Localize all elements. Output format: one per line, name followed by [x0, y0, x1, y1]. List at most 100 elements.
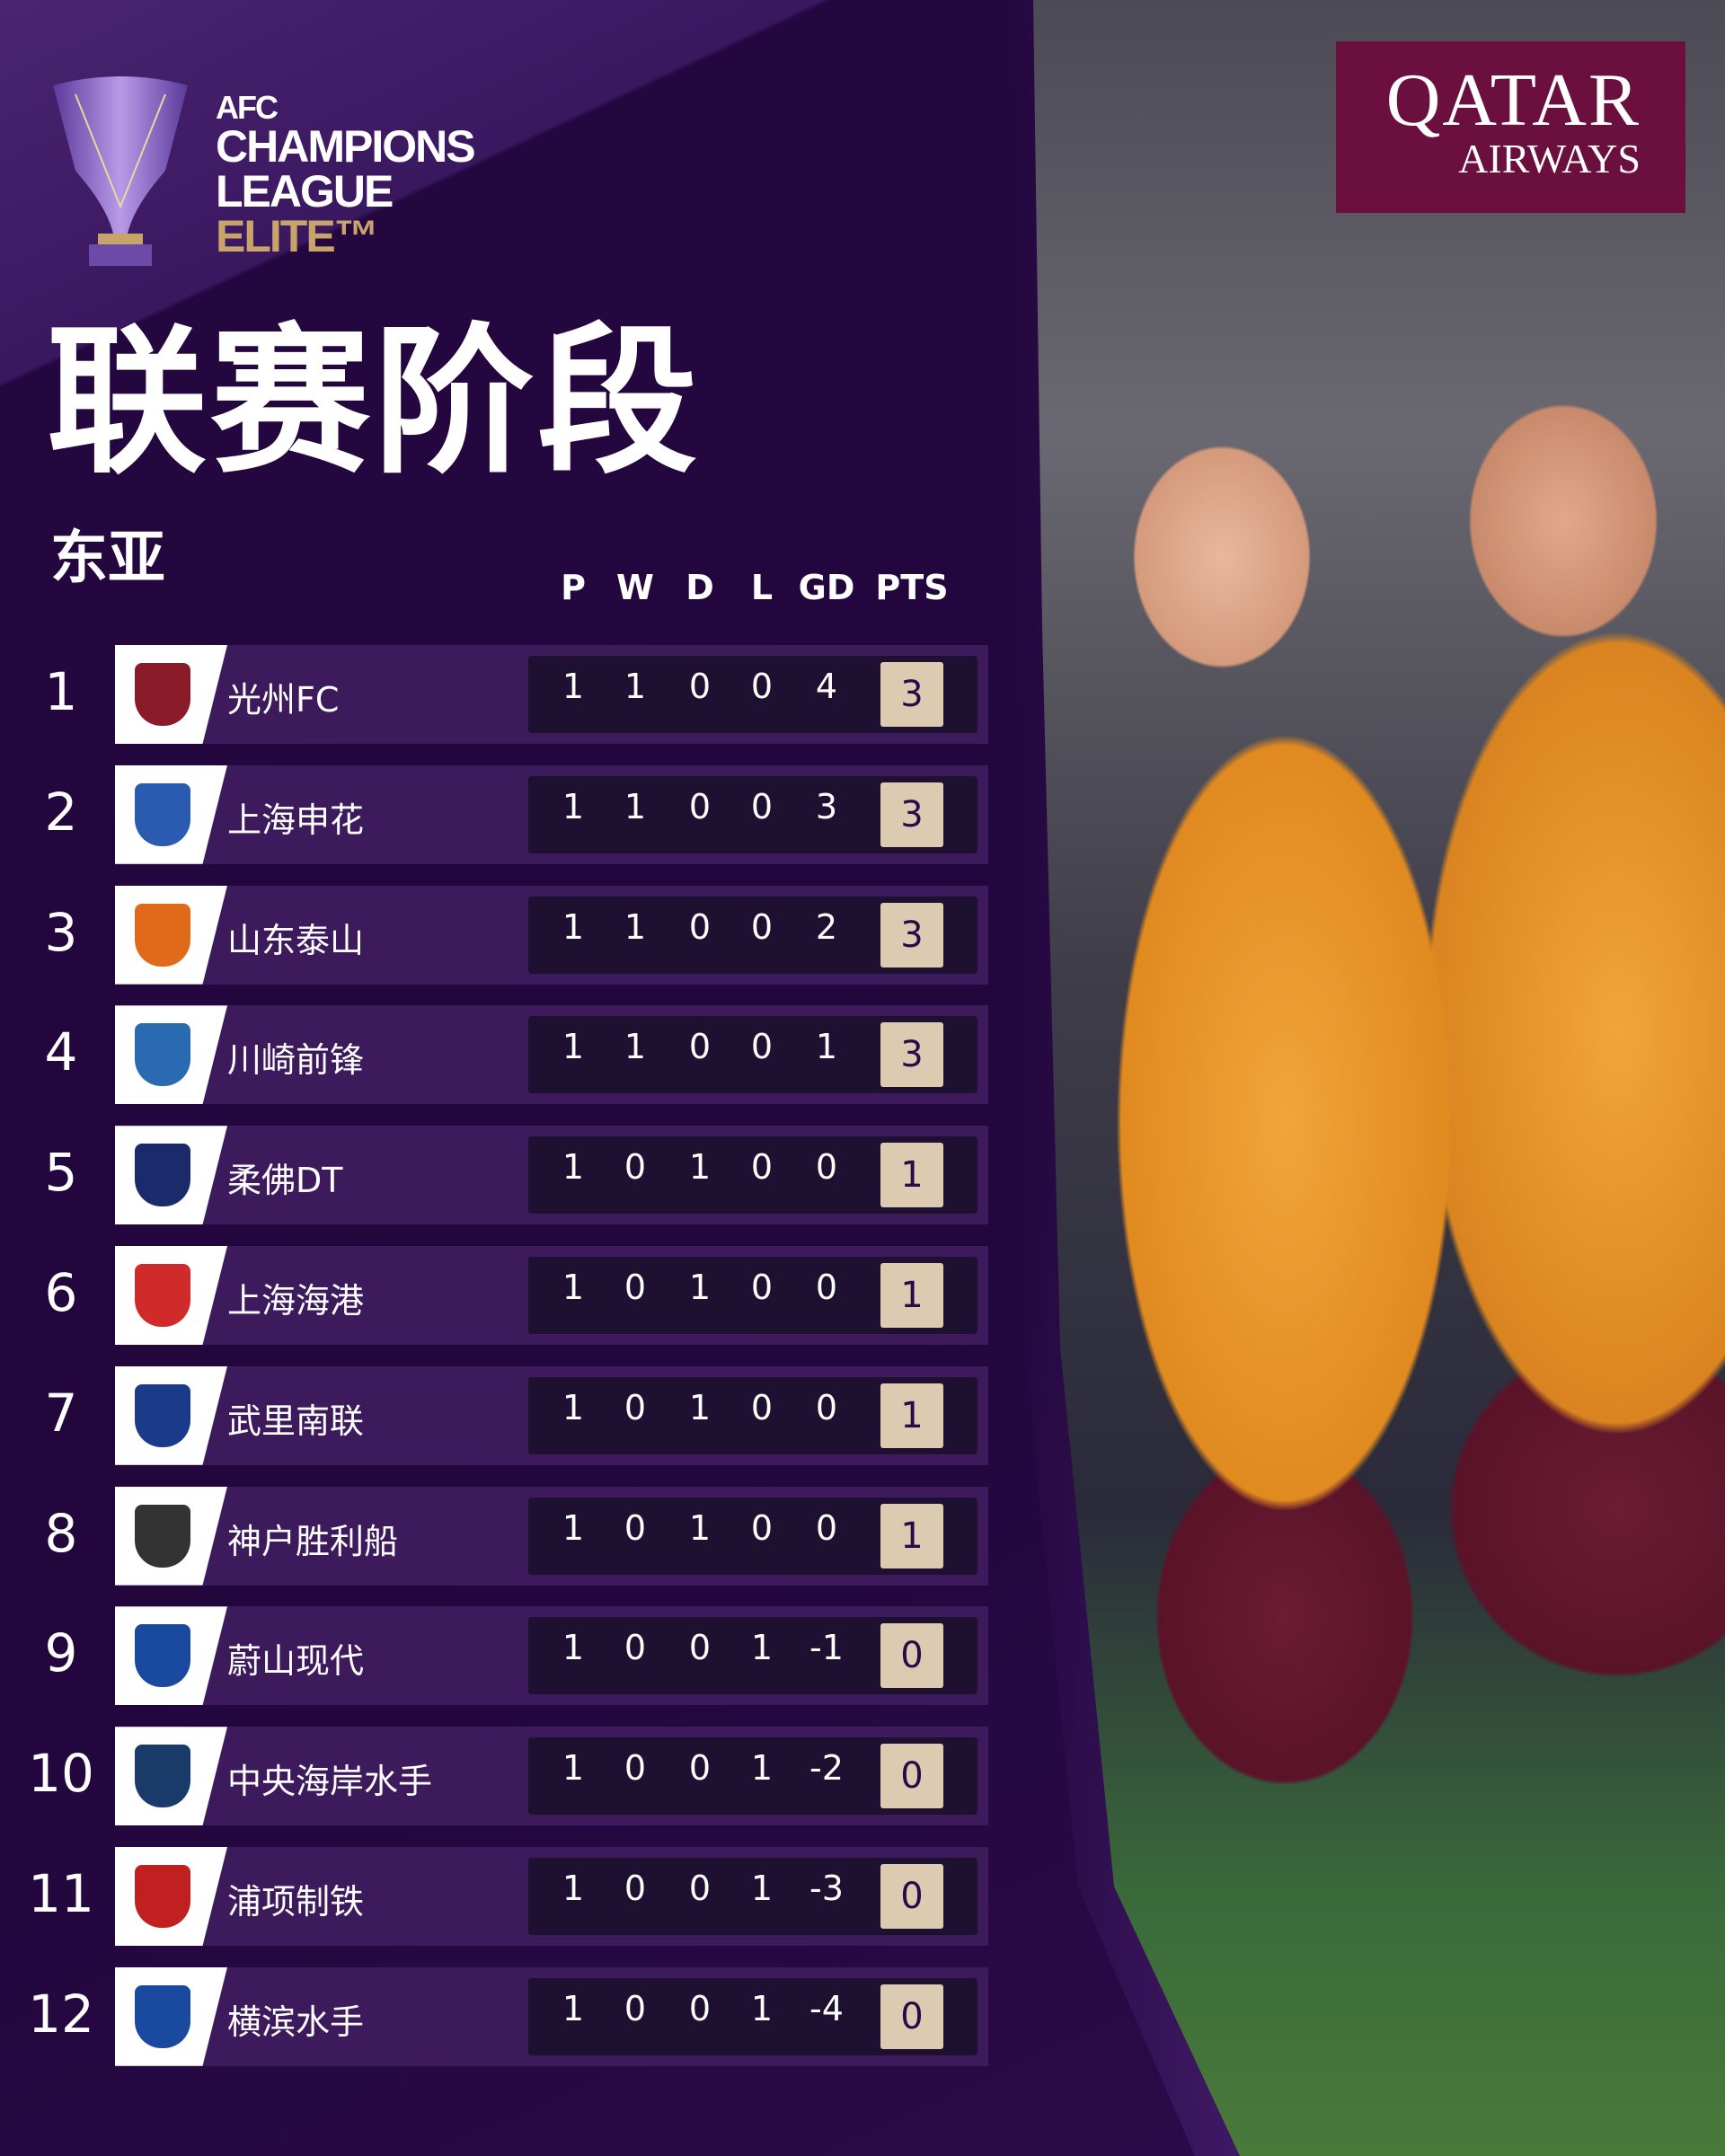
stat-w: 0	[624, 1628, 647, 1668]
points-badge: 0	[880, 1623, 943, 1689]
trophy-logo-icon	[53, 76, 188, 266]
team-name: 上海海港	[227, 1281, 365, 1321]
stat-d: 1	[688, 1387, 712, 1427]
stat-d: 0	[688, 1869, 712, 1908]
points-badge: 1	[880, 1503, 943, 1568]
points-badge: 3	[880, 902, 943, 968]
stat-l: 0	[750, 667, 774, 706]
stat-d: 1	[688, 1268, 712, 1307]
team-name: 中央海岸水手	[227, 1762, 433, 1802]
stat-p: 1	[562, 1988, 585, 2028]
stat-gd: 2	[815, 906, 838, 947]
stat-w: 1	[624, 786, 647, 826]
stat-l: 0	[750, 906, 774, 947]
stat-p: 1	[562, 906, 585, 947]
stat-gd: 0	[815, 1507, 838, 1548]
stat-d: 0	[688, 1027, 712, 1067]
table-row: 10 中央海岸水手 1 0 0 1 -2 0	[0, 1727, 988, 1826]
rank: 6	[44, 1262, 78, 1323]
stat-w: 0	[624, 1507, 647, 1548]
stat-d: 1	[688, 1147, 712, 1188]
stat-w: 1	[624, 906, 647, 947]
team-crest-icon	[135, 1504, 190, 1568]
team-name: 神户胜利船	[227, 1521, 399, 1561]
stat-gd: -2	[809, 1748, 844, 1789]
stat-l: 1	[750, 1748, 774, 1789]
stat-d: 0	[688, 1988, 712, 2028]
stat-p: 1	[562, 667, 585, 706]
header-d: D	[686, 568, 714, 607]
stat-p: 1	[562, 1027, 585, 1067]
stat-p: 1	[562, 1387, 585, 1427]
team-name: 川崎前锋	[227, 1040, 365, 1081]
stat-d: 0	[688, 906, 712, 947]
stat-gd: -1	[809, 1628, 844, 1668]
points-badge: 1	[880, 1143, 943, 1208]
rank: 7	[44, 1382, 78, 1444]
stat-w: 0	[624, 1988, 647, 2028]
team-name: 山东泰山	[227, 920, 365, 960]
rank: 11	[28, 1863, 94, 1924]
team-name: 蔚山现代	[227, 1641, 365, 1682]
sponsor-line1: QATAR	[1385, 58, 1641, 142]
team-crest-icon	[135, 1144, 190, 1207]
stat-p: 1	[562, 1628, 585, 1668]
player-celebration-photo	[988, 0, 1725, 2156]
stat-gd: 0	[815, 1268, 838, 1307]
stat-l: 1	[750, 1988, 774, 2028]
team-crest-icon	[135, 1264, 190, 1327]
stat-d: 1	[688, 1507, 712, 1548]
team-crest-icon	[135, 1984, 190, 2048]
stat-d: 0	[688, 1748, 712, 1789]
team-name: 上海申花	[227, 800, 365, 840]
stat-d: 0	[688, 1628, 712, 1668]
stat-gd: -4	[809, 1988, 844, 2028]
team-name: 柔佛DT	[227, 1161, 343, 1201]
stat-gd: 3	[815, 786, 838, 826]
table-row: 12 横滨水手 1 0 0 1 -4 0	[0, 1966, 988, 2066]
stat-gd: 4	[815, 667, 838, 706]
stat-w: 0	[624, 1147, 647, 1188]
team-crest-icon	[135, 1865, 190, 1928]
region-subtitle: 东亚	[50, 526, 165, 592]
rank: 10	[28, 1743, 94, 1805]
team-name: 横滨水手	[227, 2001, 365, 2042]
rank: 4	[44, 1021, 78, 1083]
team-crest-icon	[135, 1383, 190, 1447]
rank: 2	[44, 781, 78, 843]
stat-w: 0	[624, 1748, 647, 1789]
stat-w: 0	[624, 1268, 647, 1307]
rank: 3	[44, 901, 78, 963]
stat-l: 1	[750, 1869, 774, 1908]
header-p: P	[561, 568, 586, 607]
header-gd: GD	[798, 568, 855, 607]
rank: 9	[44, 1622, 78, 1684]
points-badge: 1	[880, 1383, 943, 1448]
stat-p: 1	[562, 1869, 585, 1908]
points-badge: 3	[880, 662, 943, 727]
table-row: 11 浦项制铁 1 0 0 1 -3 0	[0, 1847, 988, 1946]
team-crest-icon	[135, 663, 190, 726]
stat-l: 0	[750, 786, 774, 826]
points-badge: 3	[880, 1022, 943, 1088]
team-crest-icon	[135, 1023, 190, 1087]
stat-gd: 0	[815, 1147, 838, 1188]
points-badge: 0	[880, 1744, 943, 1809]
stat-w: 1	[624, 667, 647, 706]
qatar-airways-sponsor-logo: QATAR AIRWAYS	[1336, 41, 1685, 213]
team-name: 光州FC	[227, 680, 340, 720]
points-badge: 0	[880, 1984, 943, 2049]
brand-line-afc: AFC	[216, 89, 279, 126]
brand-line-league: LEAGUE	[216, 166, 394, 216]
stat-l: 0	[750, 1147, 774, 1188]
header-pts: PTS	[875, 568, 949, 607]
team-crest-icon	[135, 1624, 190, 1688]
team-crest-icon	[135, 903, 190, 967]
table-row: 9 蔚山现代 1 0 0 1 -1 0	[0, 1606, 988, 1706]
